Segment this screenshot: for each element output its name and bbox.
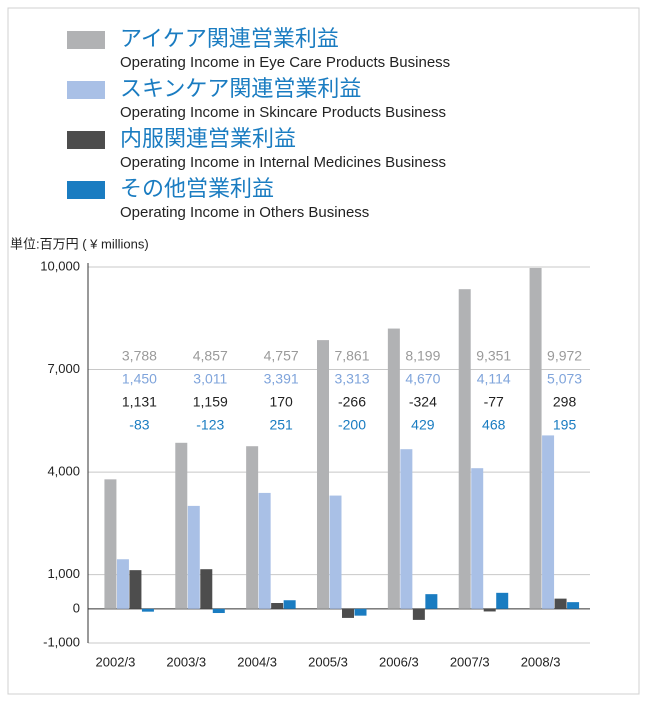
bar xyxy=(283,600,296,609)
bar xyxy=(496,592,509,609)
data-label: 1,131 xyxy=(122,394,157,410)
legend-subtitle: Operating Income in Skincare Products Bu… xyxy=(120,104,446,121)
data-label: 9,972 xyxy=(547,348,582,364)
bar xyxy=(412,608,425,620)
bar xyxy=(354,608,367,616)
x-tick-label: 2006/3 xyxy=(379,654,419,669)
data-label: 298 xyxy=(553,394,577,410)
legend-subtitle: Operating Income in Eye Care Products Bu… xyxy=(120,54,450,71)
data-label: 251 xyxy=(269,417,293,433)
bar xyxy=(317,340,329,609)
data-label: 1,159 xyxy=(193,394,228,410)
data-label: 9,351 xyxy=(476,348,511,364)
bar xyxy=(425,594,438,609)
x-tick-label: 2007/3 xyxy=(450,654,490,669)
y-tick-label: 4,000 xyxy=(47,464,80,479)
bar xyxy=(187,505,200,609)
legend-swatch xyxy=(67,31,105,49)
bar xyxy=(246,446,259,609)
data-label: 5,073 xyxy=(547,371,582,387)
data-label: 3,391 xyxy=(264,371,299,387)
legend-swatch xyxy=(67,181,105,199)
bar xyxy=(554,598,567,609)
y-axis-label: 単位:百万円 ( ¥ millions) xyxy=(10,236,149,251)
x-tick-label: 2002/3 xyxy=(96,654,136,669)
bar xyxy=(529,267,542,609)
legend-swatch xyxy=(67,81,105,99)
y-tick-label: 7,000 xyxy=(47,361,80,376)
bar xyxy=(458,289,471,609)
data-label: 7,861 xyxy=(334,348,369,364)
data-label: 4,857 xyxy=(193,348,228,364)
bar xyxy=(212,608,225,614)
data-label: -77 xyxy=(484,394,504,410)
data-label: 8,199 xyxy=(405,348,440,364)
frame xyxy=(7,7,640,695)
bar xyxy=(542,435,555,609)
bar xyxy=(200,569,213,609)
data-label: -83 xyxy=(129,417,149,433)
data-label: 1,450 xyxy=(122,371,157,387)
legend-label: アイケア関連営業利益 xyxy=(120,26,339,51)
data-label: -123 xyxy=(196,417,224,433)
bar xyxy=(387,328,400,609)
x-tick-label: 2008/3 xyxy=(521,654,561,669)
bar xyxy=(129,570,142,609)
data-label: 429 xyxy=(411,417,435,433)
data-label: 4,670 xyxy=(405,371,440,387)
bar xyxy=(567,602,580,609)
legend-subtitle: Operating Income in Others Business xyxy=(120,204,369,221)
x-tick-label: 2004/3 xyxy=(237,654,277,669)
legend-label: 内服関連営業利益 xyxy=(120,126,296,151)
bar xyxy=(141,608,154,612)
x-tick-label: 2005/3 xyxy=(308,654,348,669)
y-tick-label: 10,000 xyxy=(40,258,80,273)
data-label: 3,313 xyxy=(334,371,369,387)
data-label: 468 xyxy=(482,417,506,433)
bar xyxy=(342,608,354,618)
y-tick-label: 0 xyxy=(73,600,80,615)
x-tick-label: 2003/3 xyxy=(166,654,206,669)
bar xyxy=(471,468,484,609)
bar xyxy=(271,603,284,609)
bar xyxy=(400,449,413,609)
data-label: 4,757 xyxy=(264,348,299,364)
legend-swatch xyxy=(67,131,105,149)
data-label: 3,011 xyxy=(193,371,227,387)
data-label: 3,788 xyxy=(122,348,157,364)
legend-label: スキンケア関連営業利益 xyxy=(120,76,361,101)
data-label: -266 xyxy=(338,394,366,410)
bar xyxy=(104,479,117,609)
data-label: 195 xyxy=(553,417,577,433)
y-tick-label: 1,000 xyxy=(47,566,80,581)
y-tick-label: -1,000 xyxy=(43,634,80,649)
bar xyxy=(258,492,271,609)
data-label: 170 xyxy=(269,394,293,410)
bar xyxy=(116,559,129,609)
data-label: 4,114 xyxy=(477,371,511,387)
bar xyxy=(175,442,188,609)
data-label: -200 xyxy=(338,417,366,433)
bar xyxy=(329,495,342,609)
bar xyxy=(483,608,496,612)
data-label: -324 xyxy=(409,394,437,410)
legend-label: その他営業利益 xyxy=(120,176,274,201)
legend-subtitle: Operating Income in Internal Medicines B… xyxy=(120,154,446,171)
